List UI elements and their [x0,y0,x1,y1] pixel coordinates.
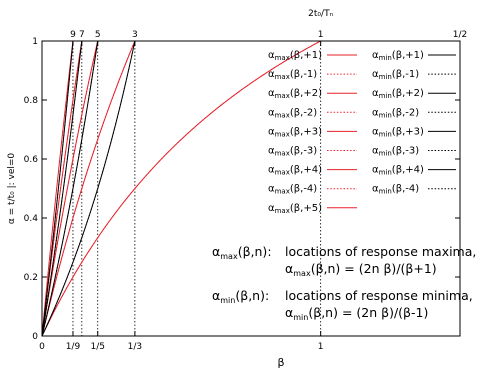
top-tick-label: 9 [70,30,76,40]
y-tick-label: 0.6 [24,155,39,165]
series-max-3 [41,40,99,337]
annotation-line-0: locations of response maxima, [285,244,476,259]
legend-max-4-label: αmax(β,+3) [268,126,322,138]
series-min-2 [41,40,99,337]
y-tick-label: 0.4 [24,214,39,224]
legend-max-3-label: αmax(β,-2) [268,107,317,119]
series-max--2 [41,40,136,337]
top-tick-label: 7 [79,30,85,40]
top-tick-label: 1 [318,30,324,40]
series-max--4 [41,40,83,337]
series-min--2 [41,40,99,337]
annotation-formula-1: αmin(β,n) = (2n β)/(β-1) [285,305,428,322]
legend-max-5-label: αmax(β,-3) [268,146,317,158]
legend-min-4-label: αmin(β,+3) [372,126,424,138]
top-axis-label: 2t₀/Tₙ [308,9,333,19]
legend-min-6-label: αmin(β,+4) [372,165,424,177]
x-tick-label: 1/3 [128,342,142,352]
legend-min-5-label: αmin(β,-3) [372,146,419,158]
series-max--3 [41,40,99,337]
legend: αmax(β,+1) αmax(β,-1) αmax(β,+2) αmax(β,-2)… [268,50,456,215]
annotation-line-1: locations of response minima, [285,288,473,303]
series-lines [41,40,321,337]
legend-min-7-label: αmin(β,-4) [372,184,419,196]
legend-max-1-label: αmax(β,-1) [268,69,317,81]
y-tick-label: 1 [32,37,38,47]
series-min--4 [41,40,74,337]
x-tick-label: 1/9 [66,342,81,352]
y-axis-label: α = t/t₀ |: vel=0 [7,153,17,225]
x-axis-label: β [277,356,284,369]
legend-max-7-label: αmax(β,-4) [268,184,317,196]
axis-ticks: 0 1/9 1/5 1/3 1 0 0.2 0.4 0.6 0.8 1 9 7 5 3 1 1/2 [24,30,468,352]
legend-max-2-label: αmax(β,+2) [268,88,322,100]
annotation-head-1: αmin(β,n): [212,288,269,305]
top-tick-label: 1/2 [453,30,467,40]
x-tick-label: 0 [39,342,45,352]
legend-min-1-label: αmin(β,-1) [372,69,419,81]
series-min--1 [41,40,136,337]
y-tick-label: 0 [32,332,38,342]
legend-min-2-label: αmin(β,+2) [372,88,424,100]
series-max--1 [41,40,321,337]
annotations: αmax(β,n): locations of response maxima, α… [212,244,476,322]
top-tick-label: 5 [95,30,101,40]
x-tick-label: 1/5 [90,342,104,352]
legend-max-8-label: αmax(β,+5) [268,203,322,215]
series-min--3 [41,40,83,337]
series-max-5 [41,40,74,337]
annotation-formula-0: αmax(β,n) = (2n β)/(β+1) [285,261,437,278]
y-tick-label: 0.2 [24,273,38,283]
top-tick-label: 3 [132,30,138,40]
legend-max-0-label: αmax(β,+1) [268,50,322,62]
legend-max-6-label: αmax(β,+4) [268,165,322,177]
x-tick-label: 1 [318,342,324,352]
legend-min-3-label: αmin(β,-2) [372,107,419,119]
y-tick-label: 0.8 [24,96,39,106]
plot-frame [41,40,461,337]
annotation-head-0: αmax(β,n): [212,244,272,261]
legend-min-0-label: αmin(β,+1) [372,50,424,62]
